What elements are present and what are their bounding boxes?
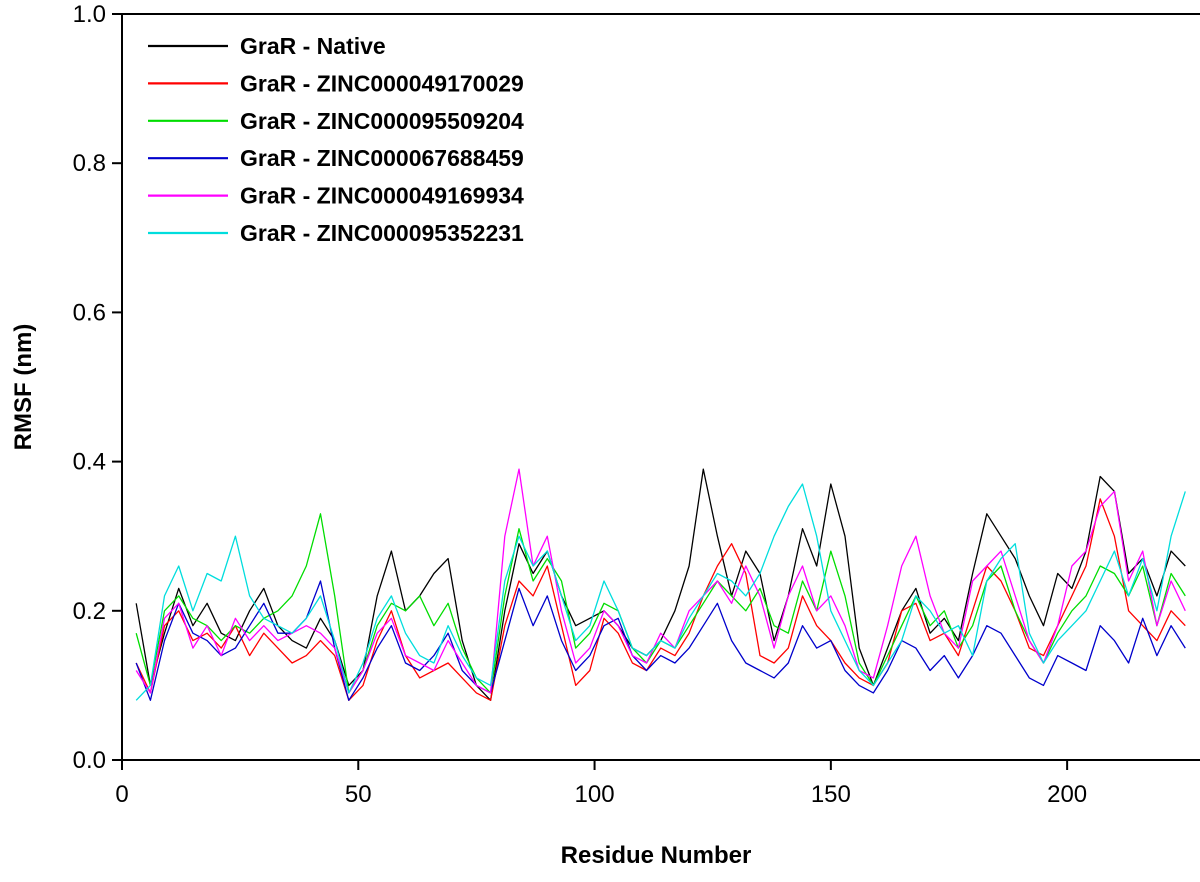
- legend-label: GraR - Native: [240, 33, 386, 59]
- y-tick-label: 1.0: [73, 1, 106, 28]
- series-line-6: [135, 483, 1186, 701]
- y-tick-label: 0.6: [73, 299, 106, 326]
- legend-label: GraR - ZINC000095509204: [240, 108, 524, 134]
- legend-label: GraR - ZINC000067688459: [240, 145, 524, 171]
- y-tick-label: 0.8: [73, 150, 106, 177]
- x-tick-label: 150: [811, 781, 851, 808]
- series-line-4: [135, 580, 1186, 701]
- legend-label: GraR - ZINC000049170029: [240, 70, 524, 96]
- y-tick-label: 0.2: [73, 598, 106, 625]
- series-line-1: [135, 468, 1186, 701]
- legend-label: GraR - ZINC000095352231: [240, 220, 524, 246]
- series-line-3: [135, 513, 1186, 694]
- legend-label: GraR - ZINC000049169934: [240, 183, 524, 209]
- y-tick-label: 0.0: [73, 747, 106, 774]
- legend: GraR - Native GraR - ZINC000049170029 GraR…: [148, 33, 524, 246]
- y-tick-label: 0.4: [73, 449, 106, 476]
- x-tick-label: 0: [115, 781, 128, 808]
- x-tick-label: 100: [575, 781, 615, 808]
- x-tick-label: 50: [345, 781, 372, 808]
- series-line-2: [135, 498, 1186, 701]
- series-line-5: [135, 468, 1186, 694]
- x-axis-title: Residue Number: [560, 842, 752, 869]
- x-tick-label: 200: [1047, 781, 1087, 808]
- y-axis-title: RMSF (nm): [10, 323, 37, 451]
